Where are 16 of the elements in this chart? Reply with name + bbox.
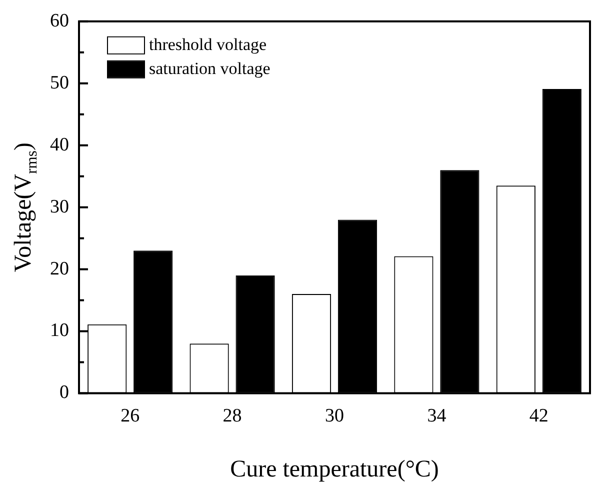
- x-tick-label: 28: [222, 406, 242, 427]
- x-tick-label: 34: [427, 406, 447, 427]
- legend-label: threshold voltage: [149, 34, 267, 54]
- legend-label: saturation voltage: [149, 58, 270, 78]
- y-tick-label: 0: [60, 382, 69, 404]
- y-tick-label: 50: [50, 72, 69, 94]
- x-tick-label: 30: [325, 406, 344, 427]
- y-tick-label: 30: [50, 196, 69, 218]
- y-axis-title: Voltage(Vrms): [10, 142, 40, 272]
- y-tick-label: 20: [50, 258, 69, 280]
- y-tick-label: 40: [50, 134, 69, 156]
- y-tick-label: 10: [50, 320, 69, 342]
- x-tick-label: 42: [529, 406, 548, 427]
- x-axis-title: Cure temperature(°C): [230, 456, 439, 482]
- x-tick-label: 26: [120, 406, 140, 427]
- y-tick-label: 60: [50, 10, 69, 32]
